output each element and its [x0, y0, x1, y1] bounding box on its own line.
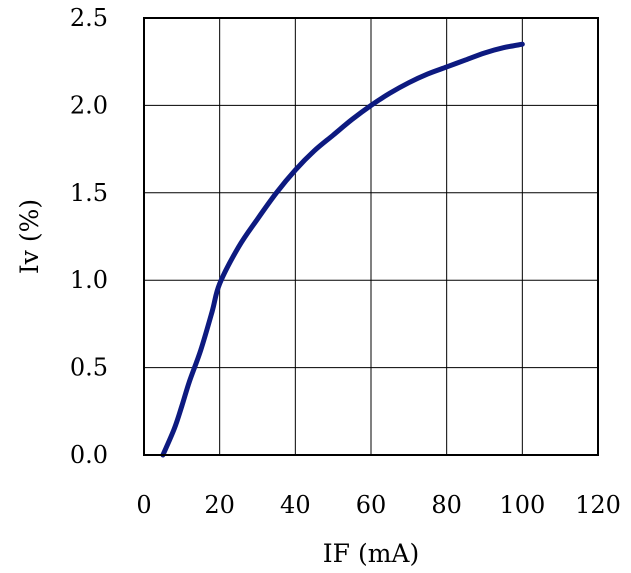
x-tick-label: 120: [575, 491, 621, 519]
x-tick-label: 0: [136, 491, 151, 519]
y-tick-label: 2.0: [70, 91, 108, 119]
y-tick-label: 0.0: [70, 441, 108, 469]
grid: [143, 17, 599, 456]
x-tick-label: 40: [280, 491, 311, 519]
y-tick-label: 1.0: [70, 266, 108, 294]
y-tick-label: 1.5: [70, 179, 108, 207]
y-tick-label: 0.5: [70, 354, 108, 382]
y-axis-label: Iv (%): [15, 199, 44, 274]
x-tick-label: 20: [204, 491, 235, 519]
x-tick-label: 60: [356, 491, 387, 519]
plot-frame: [143, 17, 599, 456]
y-axis-ticks: 0.0 0.5 1.0 1.5 2.0 2.5: [70, 4, 108, 469]
series-layer: [160, 41, 525, 458]
y-tick-label: 2.5: [70, 4, 108, 32]
x-axis-label: IF (mA): [323, 539, 419, 568]
x-tick-label: 100: [499, 491, 545, 519]
series-line: [160, 41, 525, 458]
x-tick-label: 80: [431, 491, 462, 519]
x-axis-ticks: 0 20 40 60 80 100 120: [136, 491, 621, 519]
